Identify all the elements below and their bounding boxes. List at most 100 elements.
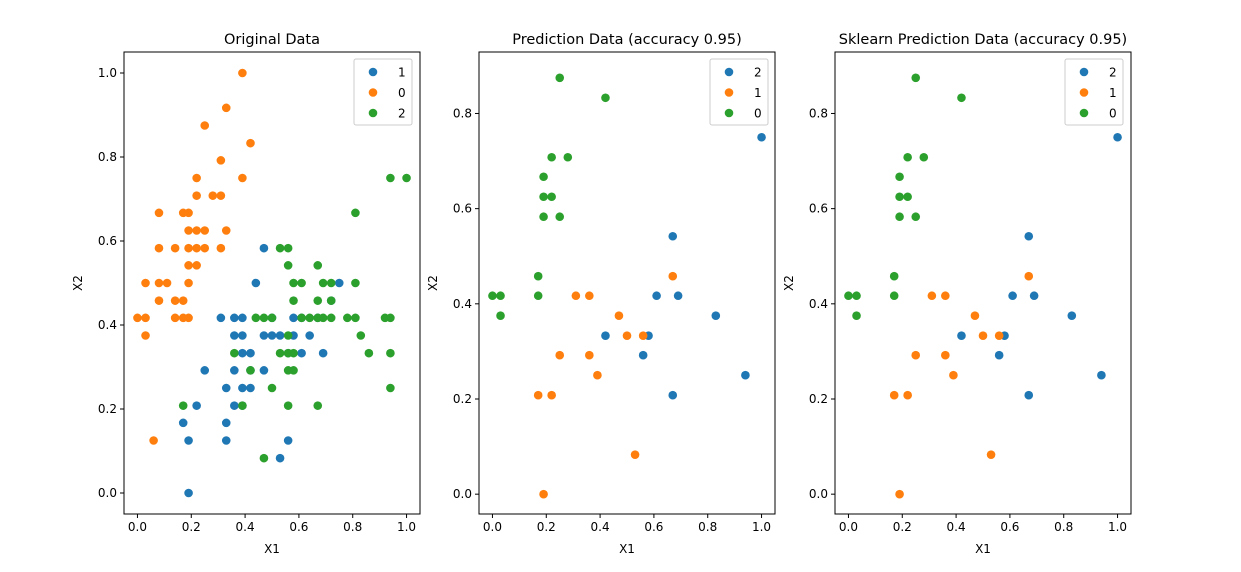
data-point: [970, 311, 980, 321]
data-point: [170, 243, 180, 253]
data-point: [1024, 390, 1034, 400]
data-point: [154, 208, 164, 218]
data-point: [289, 278, 298, 288]
y-tick-label: 0.4: [98, 318, 117, 332]
data-point: [283, 331, 293, 340]
x-tick-label: 0.2: [182, 520, 201, 534]
data-point: [941, 291, 950, 301]
legend-label: 0: [754, 107, 762, 121]
data-point: [326, 278, 336, 288]
data-point: [601, 331, 610, 341]
data-point: [318, 348, 328, 358]
data-point: [903, 192, 912, 202]
x-tick-label: 1.0: [397, 520, 416, 534]
data-point: [911, 350, 921, 360]
data-point: [386, 383, 395, 393]
y-tick-label: 0.2: [98, 402, 117, 416]
data-point: [192, 401, 201, 410]
legend: 2 1 0: [1064, 58, 1124, 126]
data-point: [259, 366, 269, 375]
data-point: [170, 313, 180, 323]
y-axis-label: X2: [782, 275, 796, 291]
data-point: [149, 436, 158, 445]
data-point: [622, 331, 632, 341]
data-point: [571, 291, 581, 301]
data-point: [852, 291, 861, 301]
data-point: [386, 313, 395, 323]
data-point: [638, 331, 648, 341]
data-point: [184, 278, 193, 288]
data-point: [555, 350, 565, 360]
data-point: [313, 296, 323, 305]
data-point: [200, 243, 210, 253]
data-point: [539, 192, 548, 202]
data-point: [141, 278, 150, 288]
data-point: [221, 418, 231, 428]
data-point: [919, 152, 929, 162]
x-tick-label: 1.0: [1108, 520, 1127, 534]
data-point: [267, 383, 277, 393]
data-point: [547, 390, 556, 400]
data-point: [364, 348, 374, 358]
data-point: [757, 132, 766, 142]
data-point: [488, 291, 497, 301]
y-tick-label: 0.8: [453, 106, 472, 120]
data-point: [555, 73, 565, 83]
data-point: [216, 313, 226, 323]
data-point: [957, 93, 966, 103]
legend: 2 1 0: [709, 58, 769, 126]
y-tick-label: 0.0: [809, 487, 828, 501]
data-point: [668, 390, 678, 400]
x-tick-label: 0.2: [537, 520, 556, 534]
legend-marker: [1079, 108, 1089, 118]
data-point: [184, 226, 193, 235]
data-point: [200, 121, 210, 130]
data-point: [297, 348, 306, 358]
data-point: [289, 313, 298, 323]
legend-label: 2: [1109, 66, 1117, 80]
data-point: [318, 278, 328, 288]
data-point: [326, 313, 336, 323]
series-1: [533, 271, 678, 499]
data-point: [259, 331, 269, 340]
y-tick-label: 0.4: [453, 297, 472, 311]
x-tick-label: 0.8: [698, 520, 717, 534]
data-point: [652, 291, 661, 301]
legend-box: [1064, 58, 1124, 126]
data-point: [267, 313, 277, 323]
legend-label: 0: [398, 86, 406, 100]
data-point: [496, 311, 505, 321]
x-tick-label: 0.0: [483, 520, 502, 534]
data-point: [351, 278, 360, 288]
legend: 1 0 2: [353, 58, 413, 126]
data-point: [343, 313, 352, 323]
data-point: [1097, 370, 1106, 380]
data-point: [496, 291, 505, 301]
data-point: [154, 243, 164, 253]
data-point: [889, 271, 899, 281]
legend-box: [353, 58, 413, 126]
data-point: [402, 173, 411, 183]
data-point: [289, 348, 298, 358]
x-axis-label: X1: [619, 542, 635, 556]
data-point: [141, 313, 150, 323]
data-point: [283, 401, 293, 410]
plot-frame: [123, 51, 421, 515]
x-tick-label: 0.8: [343, 520, 362, 534]
data-point: [275, 331, 285, 340]
series-2: [178, 173, 411, 463]
data-point: [238, 401, 247, 410]
y-tick-label: 0.6: [98, 234, 117, 248]
data-point: [238, 383, 247, 393]
data-point: [216, 191, 226, 200]
chart-2: 0.0 0.2 0.4 0.6 0.8 1.0 0.0 0.2 0.4 0.6 0.8 Predict…: [426, 32, 776, 556]
data-point: [275, 243, 285, 253]
data-point: [1067, 311, 1077, 321]
data-point: [941, 350, 950, 360]
data-point: [614, 311, 624, 321]
data-point: [668, 271, 678, 281]
data-point: [895, 489, 904, 499]
data-point: [911, 73, 921, 83]
